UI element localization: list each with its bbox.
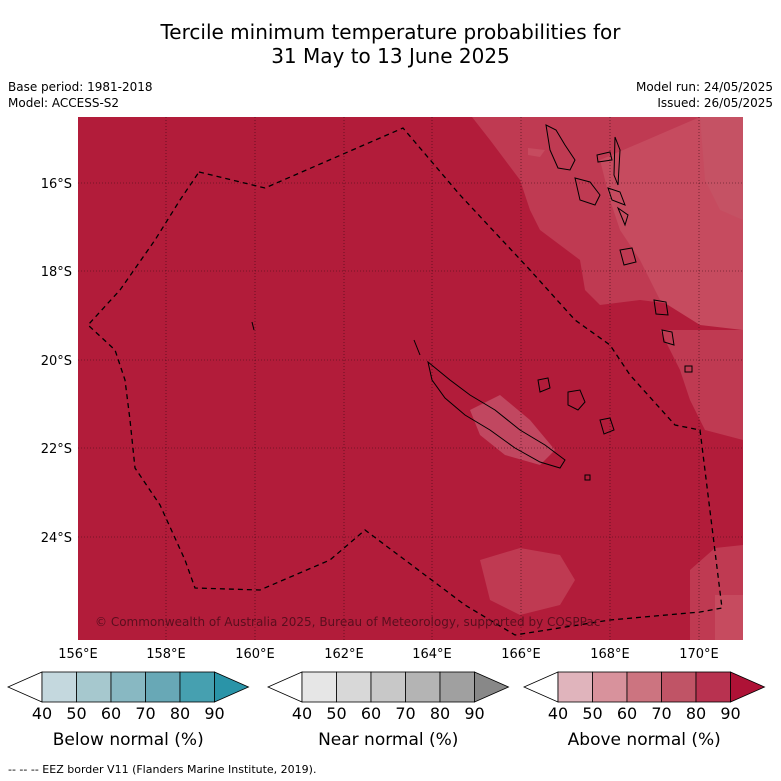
colorbar-label: Above normal (%) <box>567 730 721 750</box>
colorbar-tick-label: 80 <box>685 704 707 723</box>
colorbar-swatch <box>695 671 731 703</box>
colorbar-swatch <box>76 671 112 703</box>
colorbar-high-extend <box>214 671 250 703</box>
latitude-labels: 16°S 18°S 20°S 22°S 24°S <box>41 177 72 546</box>
colorbar-tick-label: 90 <box>464 704 485 723</box>
colorbar-tick-label: 40 <box>547 704 569 723</box>
loyalty-island <box>599 417 615 435</box>
vanuatu-island <box>684 365 693 373</box>
lon-label: 156°E <box>58 647 98 662</box>
colorbar-tick-label: 40 <box>31 704 53 723</box>
above-normal-patch <box>528 148 545 157</box>
lon-label: 168°E <box>590 647 630 662</box>
colorbar-swatch <box>179 671 215 703</box>
colorbar-tick-label: 50 <box>326 704 347 723</box>
colorbars <box>7 671 766 703</box>
islet <box>251 321 255 331</box>
colorbar-2 <box>267 671 510 703</box>
loyalty-island <box>567 389 586 411</box>
colorbar-3 <box>523 671 766 703</box>
colorbar-low-extend <box>523 671 559 703</box>
colorbar-label: Below normal (%) <box>52 730 204 750</box>
colorbar-tick-label: 60 <box>100 704 122 723</box>
model-run: Model run: 24/05/2025 <box>635 80 773 94</box>
copyright-notice: © Commonwealth of Australia 2025, Bureau… <box>95 615 600 629</box>
above-normal-region-south <box>480 548 575 615</box>
islet <box>537 377 551 393</box>
eez-footer-note: -- -- -- EEZ border V11 (Flanders Marine… <box>8 763 317 776</box>
colorbar-swatch <box>557 671 593 703</box>
lat-label: 16°S <box>41 177 72 192</box>
lon-label: 170°E <box>679 647 719 662</box>
vanuatu-island <box>596 151 613 163</box>
colorbar-swatch <box>405 671 441 703</box>
map-title-line2: 31 May to 13 June 2025 <box>271 44 510 68</box>
colorbar-swatch <box>592 671 628 703</box>
vanuatu-island <box>661 329 675 346</box>
above-normal-region-new-caledonia <box>470 395 555 465</box>
colorbar-tick-label: 70 <box>395 704 416 723</box>
longitude-labels: 156°E 158°E 160°E 162°E 164°E 166°E 168°… <box>58 647 719 662</box>
lon-label: 164°E <box>412 647 452 662</box>
colorbar-tick-label: 90 <box>204 704 225 723</box>
islet <box>584 474 591 481</box>
colorbar-swatch <box>439 671 475 703</box>
model-name: Model: ACCESS-S2 <box>8 96 120 110</box>
colorbar-swatch <box>41 671 77 703</box>
colorbar-tick-label: 70 <box>651 704 672 723</box>
above-normal-region-east-mid <box>660 330 743 440</box>
colorbar-label: Near normal (%) <box>318 730 459 750</box>
lat-label: 24°S <box>41 531 72 546</box>
lon-label: 158°E <box>146 647 186 662</box>
islet <box>413 339 421 356</box>
colorbar-1 <box>7 671 250 703</box>
colorbar-high-extend <box>474 671 510 703</box>
above-normal-region-60-ne <box>700 117 743 220</box>
colorbar-tick-label: 40 <box>291 704 313 723</box>
base-period: Base period: 1981-2018 <box>8 80 153 94</box>
colorbar-high-extend <box>730 671 766 703</box>
lat-label: 18°S <box>41 265 72 280</box>
colorbar-swatch <box>661 671 697 703</box>
colorbar-swatch <box>110 671 146 703</box>
issued-date: Issued: 26/05/2025 <box>657 96 773 110</box>
colorbar-swatch <box>145 671 181 703</box>
lat-label: 20°S <box>41 354 72 369</box>
islands <box>251 124 693 481</box>
colorbar-tick-label: 50 <box>66 704 87 723</box>
colorbar-swatch <box>336 671 372 703</box>
colorbar-tick-label: 50 <box>582 704 603 723</box>
colorbar-low-extend <box>7 671 43 703</box>
vanuatu-island <box>574 177 601 206</box>
colorbar-tick-label: 60 <box>360 704 382 723</box>
vanuatu-island <box>619 247 637 266</box>
lat-label: 22°S <box>41 442 72 457</box>
vanuatu-island <box>616 206 629 227</box>
colorbar-tick-label: 70 <box>135 704 156 723</box>
vanuatu-island <box>545 124 576 171</box>
map-title-line1: Tercile minimum temperature probabilitie… <box>160 20 621 44</box>
vanuatu-island <box>613 136 621 186</box>
lon-label: 160°E <box>235 647 275 662</box>
new-caledonia <box>427 360 566 469</box>
colorbar-low-extend <box>267 671 303 703</box>
vanuatu-island <box>653 299 669 316</box>
colorbar-tick-label: 90 <box>720 704 741 723</box>
above-normal-region-se-inner <box>715 595 743 640</box>
lon-label: 162°E <box>324 647 364 662</box>
colorbar-tick-label: 80 <box>429 704 451 723</box>
vanuatu-island <box>607 187 626 206</box>
colorbar-swatch <box>370 671 406 703</box>
colorbar-swatch <box>626 671 662 703</box>
colorbar-swatch <box>301 671 337 703</box>
colorbar-tick-label: 60 <box>616 704 638 723</box>
lon-label: 166°E <box>501 647 541 662</box>
colorbar-tick-label: 80 <box>169 704 191 723</box>
